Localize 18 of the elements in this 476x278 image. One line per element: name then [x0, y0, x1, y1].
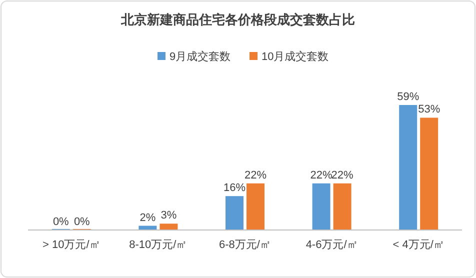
chart-title: 北京新建商品住宅各价格段成交套数占比: [120, 12, 355, 27]
data-label: 2%: [140, 212, 156, 224]
legend-label: 10月成交套数: [262, 50, 329, 63]
data-label: 0%: [52, 216, 70, 228]
x-tick-label: 8-10万元/㎡: [129, 239, 188, 251]
data-label: 22%: [310, 169, 333, 182]
data-label: 22%: [331, 169, 354, 182]
data-label: 3%: [160, 210, 177, 222]
x-tick-label: < 4万元/㎡: [392, 239, 444, 251]
data-label: 16%: [223, 182, 246, 194]
x-tick-label: > 10万元/㎡: [42, 239, 100, 251]
data-label: 0%: [74, 216, 90, 228]
x-tick-label: 4-6万元/㎡: [306, 239, 358, 251]
data-label: 53%: [418, 104, 440, 116]
data-label: 22%: [244, 169, 267, 182]
legend-label: 9月成交套数: [170, 50, 231, 63]
data-label: 59%: [397, 91, 420, 103]
x-tick-label: 6-8万元/㎡: [219, 239, 271, 251]
